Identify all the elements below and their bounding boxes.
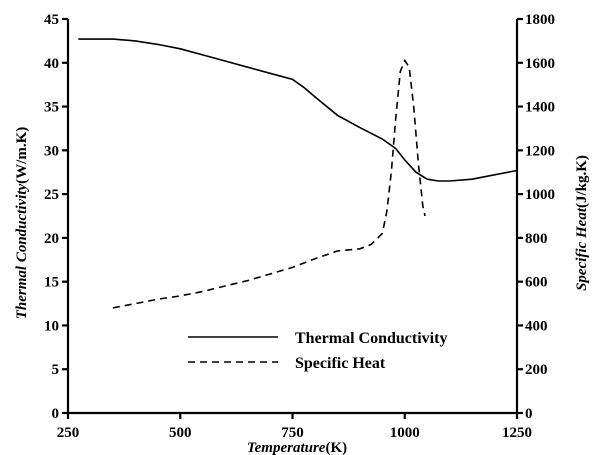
- y-left-tick-label: 45: [44, 12, 59, 28]
- y-left-tick-label: 30: [44, 143, 59, 159]
- y-right-tick-label: 800: [525, 231, 548, 247]
- y-left-tick-label: 0: [52, 406, 60, 422]
- x-axis-label: Temperature(K): [247, 440, 347, 455]
- y-right-tick-label: 400: [525, 318, 548, 334]
- y-right-axis-label-name: Specific Heat: [574, 207, 590, 291]
- y-right-axis-label-unit: (J/kg.K): [574, 155, 590, 208]
- y-left-axis-label-unit: (W/m.K): [14, 127, 30, 184]
- y-left-tick-label: 15: [44, 275, 59, 291]
- x-tick-label: 750: [281, 425, 304, 441]
- y-left-tick-label: 40: [44, 56, 59, 72]
- y-left-tick-label: 25: [44, 187, 59, 203]
- chart-marks: [78, 38, 518, 309]
- x-tick-label: 1250: [502, 425, 532, 441]
- x-tick-label: 500: [169, 425, 192, 441]
- y-right-tick-label: 1400: [525, 100, 555, 116]
- y-left-tick-label: 20: [44, 231, 59, 247]
- chart-axes: 250 500 750 1000 1250 0 5 10 15 20 25 30 35 40 45 0 200 4…: [44, 12, 555, 441]
- y-right-tick-label: 1200: [525, 143, 555, 159]
- y-left-axis-label-name: Thermal Conductivity: [14, 183, 30, 319]
- series-line-specific-heat: [112, 58, 426, 309]
- legend-label-specific-heat: Specific Heat: [295, 355, 386, 372]
- y-right-tick-label: 0: [525, 406, 533, 422]
- y-left-axis-label: Thermal Conductivity(W/m.K): [14, 127, 30, 320]
- y-left-tick-label: 5: [52, 362, 60, 378]
- y-left-tick-label: 10: [44, 318, 59, 334]
- y-right-tick-label: 1000: [525, 187, 555, 203]
- y-right-tick-label: 200: [525, 362, 548, 378]
- x-tick-label: 1000: [390, 425, 420, 441]
- y-right-tick-label: 1600: [525, 56, 555, 72]
- x-axis-label-name: Temperature: [247, 440, 326, 455]
- x-tick-label: 250: [57, 425, 80, 441]
- legend-label-thermal-conductivity: Thermal Conductivity: [295, 330, 447, 347]
- y-right-axis-label: Specific Heat(J/kg.K): [574, 155, 590, 291]
- x-axis-label-unit: (K): [325, 440, 347, 455]
- y-right-tick-label: 1800: [525, 12, 555, 28]
- y-right-tick-label: 600: [525, 275, 548, 291]
- legend: Thermal Conductivity Specific Heat: [188, 330, 447, 372]
- series-line-thermal-conductivity: [78, 38, 518, 182]
- y-left-tick-label: 35: [44, 100, 59, 116]
